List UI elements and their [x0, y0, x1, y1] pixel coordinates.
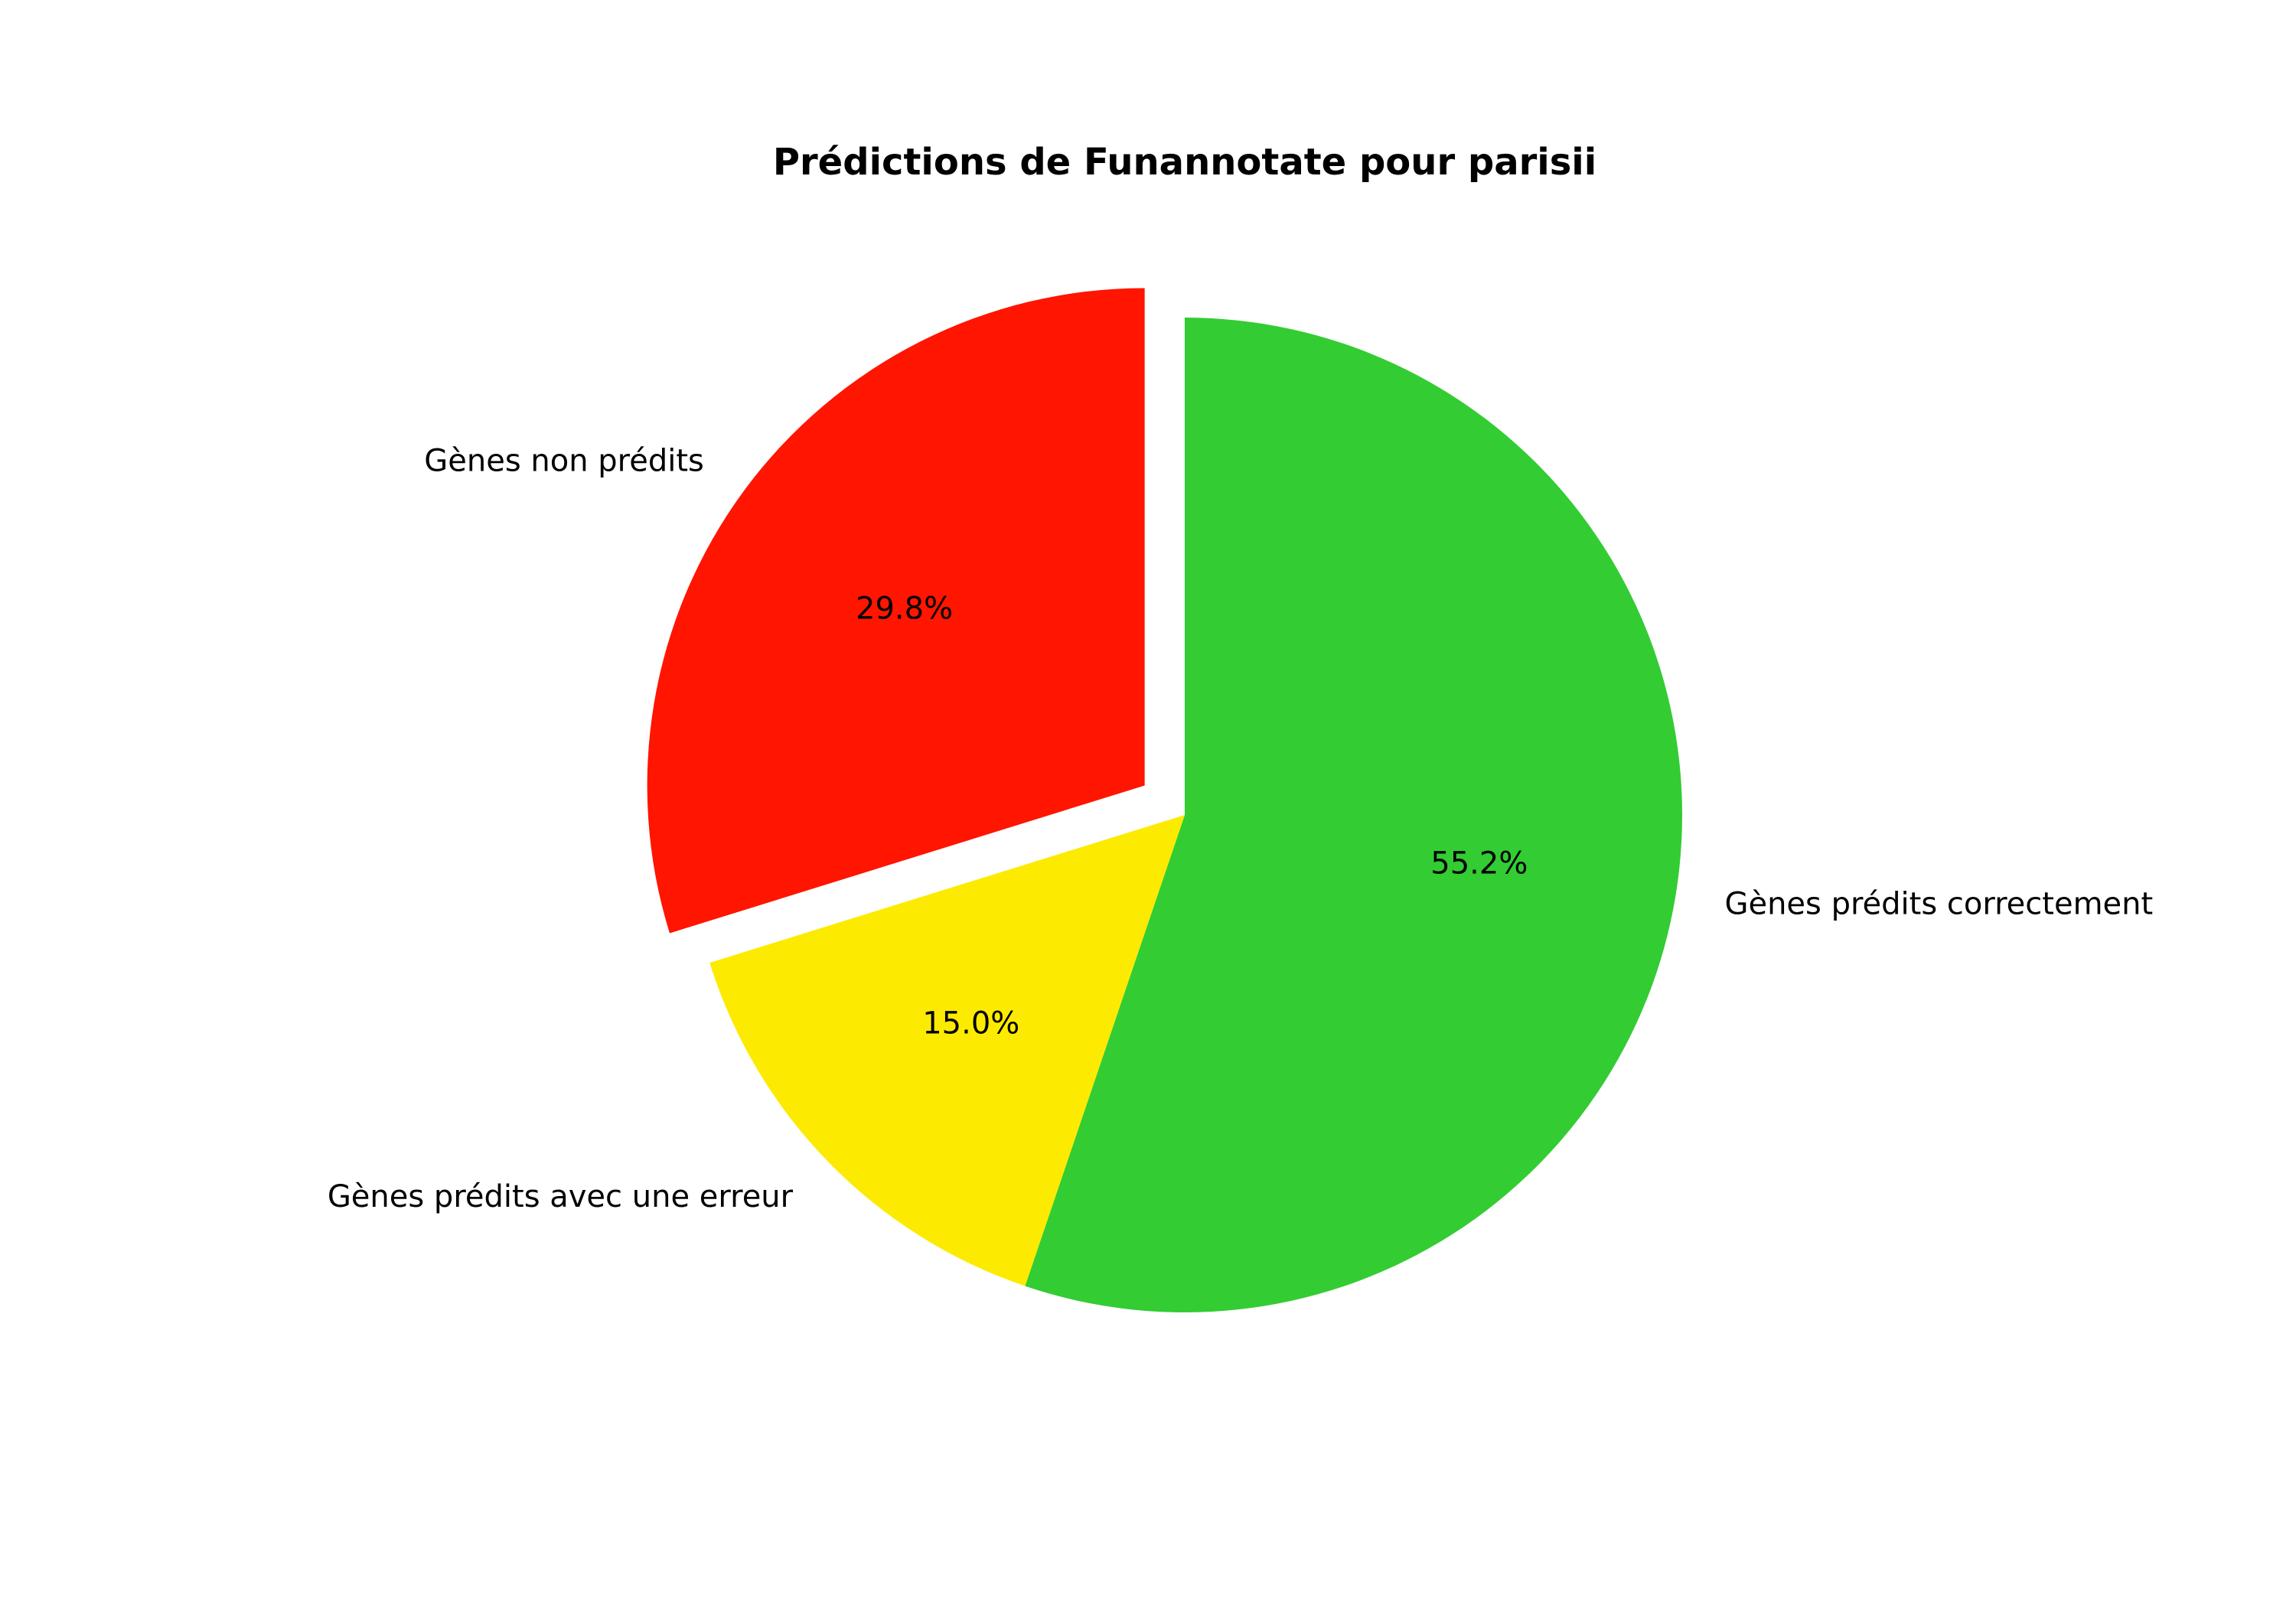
pie-slice-genes-non-predits: [647, 288, 1145, 934]
pie-slices: [647, 288, 1682, 1312]
pie-pct-label-genes-non-predits: 29.8%: [856, 591, 953, 626]
chart-title: Prédictions de Funannotate pour parisii: [773, 141, 1596, 184]
pie-slice-genes-predits-avec-une-erreur: [709, 815, 1185, 1286]
pie-pct-label-genes-predits-correctement: 55.2%: [1430, 846, 1528, 881]
pie-label-genes-non-predits: Gènes non prédits: [424, 444, 704, 479]
pie-label-genes-predits-avec-une-erreur: Gènes prédits avec une erreur: [328, 1179, 794, 1214]
pie-label-genes-predits-correctement: Gènes prédits correctement: [1724, 886, 2153, 921]
pie-labels: 55.2% Gènes prédits correctement 15.0% Gène…: [328, 444, 2153, 1215]
pie-pct-label-genes-predits-avec-une-erreur: 15.0%: [922, 1006, 1019, 1041]
pie-slice-genes-predits-correctement: [1025, 318, 1682, 1312]
